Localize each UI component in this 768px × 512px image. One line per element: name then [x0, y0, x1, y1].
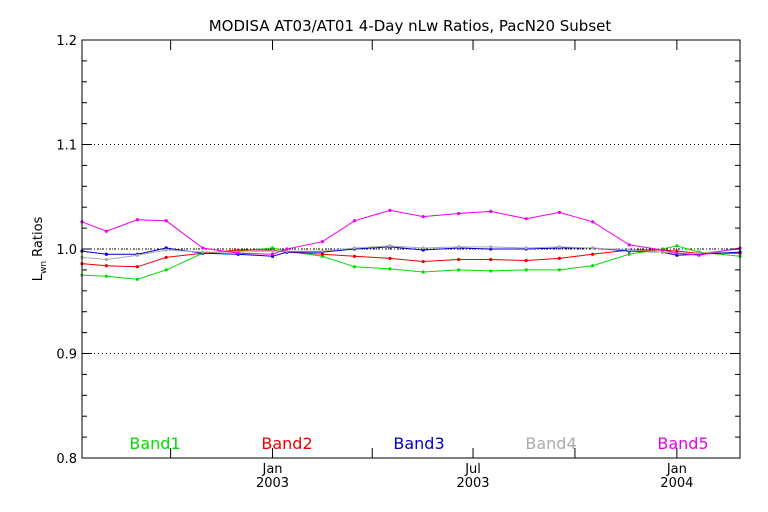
data-point-band4 — [164, 248, 168, 252]
data-point-band5 — [697, 253, 701, 257]
data-point-band5 — [591, 220, 595, 224]
data-point-band4 — [104, 257, 108, 262]
data-point-band1 — [164, 268, 168, 272]
data-point-band4 — [627, 248, 631, 252]
data-point-band2 — [591, 252, 595, 256]
data-point-band5 — [104, 229, 108, 233]
y-tick-label: 0.8 — [56, 452, 77, 467]
data-point-band1 — [557, 268, 562, 272]
legend-entry-band2: Band2 — [261, 434, 312, 453]
legend-entry-band1: Band1 — [129, 434, 180, 453]
series-lines — [80, 208, 742, 281]
chart-title: MODISA AT03/AT01 4-Day nLw Ratios, PacN2… — [209, 17, 612, 35]
legend-entry-band3: Band3 — [393, 434, 444, 453]
data-point-band1 — [675, 244, 679, 248]
data-point-band5 — [457, 211, 461, 216]
x-tick-label-month: Jan — [262, 462, 283, 477]
data-point-band5 — [352, 219, 357, 223]
data-point-band1 — [627, 252, 631, 256]
data-point-band5 — [675, 251, 679, 255]
data-point-band4 — [457, 245, 461, 249]
data-point-band1 — [457, 268, 461, 272]
data-point-band5 — [285, 247, 289, 251]
data-point-band5 — [524, 217, 528, 221]
data-point-band1 — [135, 277, 139, 281]
x-tick-label-year: 2004 — [660, 476, 693, 491]
data-point-band5 — [135, 218, 139, 222]
data-point-band5 — [421, 215, 425, 219]
data-point-band2 — [164, 255, 168, 259]
series-line-band3 — [81, 246, 741, 257]
data-point-band5 — [489, 209, 493, 213]
data-point-band4 — [352, 246, 357, 250]
y-axis-label: Lwn Ratios — [31, 216, 49, 281]
data-point-band4 — [320, 249, 324, 253]
x-tick-label-month: Jul — [464, 462, 481, 477]
series-line-band5 — [81, 209, 741, 256]
data-point-band2 — [557, 256, 562, 261]
data-point-band2 — [135, 265, 139, 269]
data-point-band2 — [388, 256, 392, 261]
y-tick-label: 1.0 — [56, 243, 77, 258]
data-point-band5 — [201, 246, 205, 250]
y-tick-label: 1.2 — [56, 34, 77, 49]
x-tick-label-month: Jan — [666, 462, 687, 477]
data-point-band5 — [236, 251, 240, 255]
data-point-band1 — [104, 274, 108, 278]
data-point-band2 — [524, 258, 528, 263]
data-point-band5 — [660, 248, 665, 252]
data-point-band2 — [421, 259, 425, 264]
data-point-band4 — [489, 245, 493, 249]
data-point-band4 — [524, 246, 528, 250]
data-point-band1 — [421, 270, 425, 274]
data-point-band2 — [489, 257, 493, 262]
data-point-band5 — [164, 219, 168, 223]
y-tick-label: 0.9 — [56, 348, 77, 363]
series-line-band4 — [81, 245, 741, 261]
data-point-band1 — [388, 267, 392, 271]
data-point-band1 — [489, 269, 493, 273]
x-tick-label-year: 2003 — [256, 476, 289, 491]
data-point-band4 — [591, 246, 595, 250]
data-point-band5 — [270, 252, 275, 256]
data-point-band4 — [270, 249, 275, 253]
data-point-band3 — [104, 252, 108, 256]
data-point-band4 — [557, 245, 562, 249]
data-point-band1 — [352, 265, 357, 269]
y-axis-label-main: L — [31, 273, 46, 281]
data-point-band2 — [352, 254, 357, 258]
y-axis-label-sub: wn — [39, 261, 49, 274]
data-point-band5 — [557, 210, 562, 215]
x-tick-label-year: 2003 — [456, 476, 489, 491]
y-tick-label: 1.1 — [56, 139, 77, 154]
data-point-band1 — [591, 264, 595, 268]
legend: Band1 Band2 Band3 Band4 Band5 — [129, 434, 708, 453]
data-point-band4 — [388, 244, 392, 248]
legend-entry-band4: Band4 — [525, 434, 576, 453]
data-point-band2 — [104, 264, 108, 268]
data-point-band1 — [524, 268, 528, 272]
y-axis-label-rest: Ratios — [31, 216, 46, 261]
data-point-band5 — [388, 208, 392, 212]
data-point-band4 — [201, 250, 205, 254]
data-point-band5 — [627, 243, 631, 247]
data-point-band4 — [421, 246, 425, 250]
data-point-band2 — [457, 257, 461, 262]
data-point-band4 — [135, 253, 139, 257]
legend-entry-band5: Band5 — [657, 434, 708, 453]
data-point-band5 — [320, 240, 324, 244]
series-line-band2 — [81, 249, 740, 268]
